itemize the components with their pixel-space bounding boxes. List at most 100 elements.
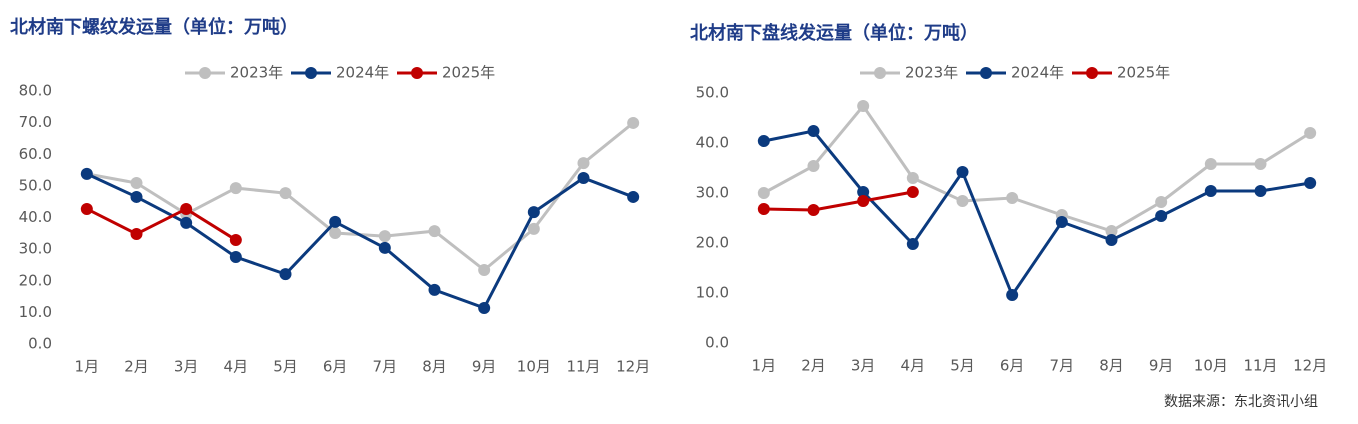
y-tick-label: 40.0: [696, 134, 729, 152]
x-tick-label: 6月: [1000, 357, 1025, 375]
x-tick-label: 1月: [75, 358, 100, 376]
y-tick-label: 20.0: [19, 271, 52, 289]
x-tick-label: 6月: [323, 358, 348, 376]
data-point: [80, 202, 93, 215]
x-tick-label: 10月: [1194, 357, 1228, 375]
data-point: [478, 301, 491, 314]
data-point: [180, 202, 193, 215]
x-tick-label: 10月: [517, 358, 551, 376]
data-point: [180, 216, 193, 229]
data-point: [1155, 210, 1168, 222]
legend-label: 2023年: [905, 64, 958, 82]
y-tick-label: 50.0: [696, 84, 729, 102]
y-tick-label: 40.0: [19, 208, 52, 226]
x-tick-label: 7月: [1050, 357, 1075, 375]
x-tick-label: 11月: [566, 358, 600, 376]
chart-title: 北材南下盘线发运量（单位：万吨）: [690, 22, 978, 44]
x-tick-label: 12月: [1293, 357, 1327, 375]
data-point: [857, 195, 870, 207]
data-point: [807, 125, 820, 137]
x-tick-label: 9月: [472, 358, 497, 376]
series-line: [763, 129, 1311, 299]
data-point: [807, 204, 820, 216]
y-tick-label: 0.0: [705, 334, 729, 352]
data-point: [757, 187, 770, 199]
data-point: [1304, 177, 1317, 189]
y-tick-label: 10.0: [19, 303, 52, 321]
data-point: [1006, 192, 1019, 204]
data-point: [378, 241, 391, 254]
legend-label: 2025年: [442, 64, 495, 82]
data-point: [1155, 196, 1168, 208]
data-point: [329, 226, 342, 239]
data-point: [627, 116, 640, 129]
data-point: [428, 225, 441, 238]
data-point: [906, 238, 919, 250]
data-point: [857, 100, 870, 112]
data-point: [80, 167, 93, 180]
x-tick-label: 11月: [1243, 357, 1277, 375]
data-point: [1204, 185, 1217, 197]
data-point: [1254, 158, 1267, 170]
legend-label: 2023年: [230, 64, 283, 82]
data-point: [857, 186, 870, 198]
data-point: [279, 268, 292, 281]
data-point: [1304, 127, 1317, 139]
x-tick-label: 12月: [616, 358, 650, 376]
x-tick-label: 3月: [174, 358, 199, 376]
x-tick-label: 1月: [752, 357, 777, 375]
x-tick-label: 7月: [373, 358, 398, 376]
legend-label: 2025年: [1117, 64, 1170, 82]
x-tick-label: 2月: [801, 357, 826, 375]
legend-marker: [305, 67, 317, 79]
chart-title: 北材南下螺纹发运量（单位：万吨）: [10, 16, 298, 38]
legend-marker: [1086, 67, 1098, 79]
x-tick-label: 3月: [851, 357, 876, 375]
data-point: [1105, 234, 1118, 246]
data-point: [627, 190, 640, 203]
data-point: [279, 187, 292, 200]
x-tick-label: 9月: [1149, 357, 1174, 375]
data-point: [130, 190, 143, 203]
legend-label: 2024年: [336, 64, 389, 82]
legend-label: 2024年: [1011, 64, 1064, 82]
y-tick-label: 80.0: [19, 82, 52, 100]
x-tick-label: 4月: [901, 357, 926, 375]
data-point: [1055, 216, 1068, 228]
y-tick-label: 30.0: [19, 240, 52, 258]
data-point: [229, 233, 242, 246]
data-point: [1105, 225, 1118, 237]
y-tick-label: 30.0: [696, 184, 729, 202]
data-point: [807, 160, 820, 172]
y-tick-label: 50.0: [19, 176, 52, 194]
series-line: [86, 207, 237, 242]
data-point: [577, 157, 590, 170]
data-point: [757, 135, 770, 147]
data-point: [906, 186, 919, 198]
data-point: [906, 172, 919, 184]
y-tick-label: 10.0: [696, 284, 729, 302]
legend-marker: [874, 67, 886, 79]
data-point: [527, 222, 540, 235]
legend-marker: [980, 67, 992, 79]
x-tick-label: 4月: [224, 358, 249, 376]
data-point: [130, 177, 143, 190]
data-point: [527, 206, 540, 219]
x-tick-label: 8月: [422, 358, 447, 376]
data-point: [378, 230, 391, 243]
data-point: [577, 171, 590, 184]
series-line: [86, 172, 634, 310]
source-note: 数据来源：东北资讯小组: [1164, 394, 1318, 410]
y-tick-label: 20.0: [696, 234, 729, 252]
data-point: [1204, 158, 1217, 170]
series-line: [763, 190, 914, 212]
data-point: [229, 251, 242, 264]
x-tick-label: 2月: [124, 358, 149, 376]
x-tick-label: 8月: [1099, 357, 1124, 375]
y-tick-label: 70.0: [19, 113, 52, 131]
series-line: [763, 103, 1311, 233]
data-point: [956, 166, 969, 178]
data-point: [229, 182, 242, 195]
series-line: [86, 121, 635, 272]
